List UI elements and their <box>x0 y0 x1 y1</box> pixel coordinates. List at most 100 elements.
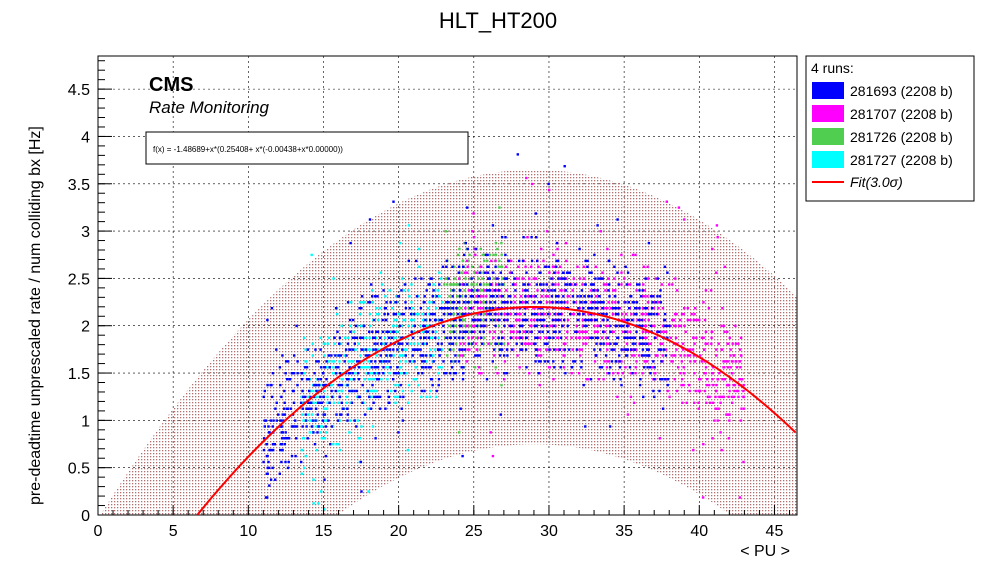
data-point <box>492 277 495 280</box>
data-point <box>578 312 581 316</box>
data-point <box>448 342 451 345</box>
data-point <box>311 354 314 357</box>
data-point <box>387 336 391 339</box>
data-point <box>554 318 557 322</box>
data-point <box>305 407 308 410</box>
data-point <box>419 324 422 328</box>
data-point <box>385 301 388 304</box>
data-point <box>682 372 686 375</box>
data-point <box>424 312 427 316</box>
data-point <box>657 307 660 310</box>
data-point <box>729 348 732 351</box>
data-point <box>542 259 545 263</box>
data-point <box>417 372 420 375</box>
data-point <box>590 271 593 274</box>
data-point <box>339 342 343 345</box>
data-point <box>319 401 322 404</box>
data-point <box>372 401 375 404</box>
data-point <box>337 383 340 387</box>
data-point <box>437 378 441 381</box>
data-point <box>467 289 470 292</box>
data-point <box>465 360 469 363</box>
data-point <box>583 277 586 280</box>
data-point <box>290 454 294 458</box>
data-point <box>719 395 723 399</box>
data-point <box>519 295 523 298</box>
data-point <box>543 360 547 363</box>
data-point <box>390 336 394 339</box>
y-tick-label: 1 <box>81 413 90 430</box>
data-point <box>392 378 395 381</box>
data-point <box>559 265 562 268</box>
data-point <box>525 366 528 369</box>
data-point <box>362 324 366 328</box>
data-point <box>400 324 403 328</box>
data-point <box>519 348 522 351</box>
data-point <box>418 265 421 268</box>
data-point <box>314 395 318 399</box>
data-point <box>300 372 303 375</box>
x-tick-label: 5 <box>169 523 178 540</box>
data-point <box>530 324 533 328</box>
data-point <box>597 277 600 280</box>
data-point <box>533 307 536 310</box>
data-point <box>301 413 304 416</box>
data-point <box>715 271 718 274</box>
data-point <box>292 401 296 404</box>
data-point <box>637 318 641 322</box>
data-point <box>415 295 419 298</box>
data-point <box>536 259 539 263</box>
data-point <box>334 307 338 310</box>
data-point <box>633 348 636 351</box>
data-point <box>721 395 724 399</box>
data-point <box>441 265 445 268</box>
data-point <box>476 307 480 310</box>
data-point <box>279 425 282 428</box>
data-point <box>485 295 488 298</box>
data-point <box>271 466 274 470</box>
data-point <box>621 312 624 316</box>
data-point <box>599 277 602 280</box>
data-point <box>404 348 407 351</box>
data-point <box>381 360 384 363</box>
data-point <box>379 336 382 339</box>
data-point <box>509 301 513 304</box>
data-point <box>592 283 595 286</box>
data-point <box>450 289 453 292</box>
data-point <box>647 318 650 322</box>
data-point <box>589 318 593 322</box>
data-point <box>651 324 654 328</box>
data-point <box>675 289 679 292</box>
data-point <box>610 360 614 363</box>
data-point <box>382 360 386 363</box>
data-point <box>629 395 633 399</box>
data-point <box>656 277 659 280</box>
data-point <box>287 460 290 464</box>
data-point <box>267 425 270 428</box>
data-point <box>544 336 547 339</box>
data-point <box>368 354 371 357</box>
data-point <box>366 354 370 357</box>
data-point <box>379 271 383 274</box>
data-point <box>496 277 499 280</box>
data-point <box>469 301 472 304</box>
data-point <box>411 324 414 328</box>
data-point <box>453 265 456 268</box>
data-point <box>613 307 617 310</box>
data-point <box>742 407 746 410</box>
data-point <box>502 318 506 322</box>
data-point <box>417 383 420 387</box>
data-point <box>556 301 559 304</box>
data-point <box>289 407 293 410</box>
data-point <box>441 301 444 304</box>
data-point <box>595 330 598 333</box>
data-point <box>722 366 725 369</box>
data-point <box>421 312 424 316</box>
data-point <box>596 336 600 339</box>
data-point <box>493 318 496 322</box>
data-point <box>593 348 596 351</box>
data-point <box>294 454 297 458</box>
data-point <box>485 378 489 381</box>
